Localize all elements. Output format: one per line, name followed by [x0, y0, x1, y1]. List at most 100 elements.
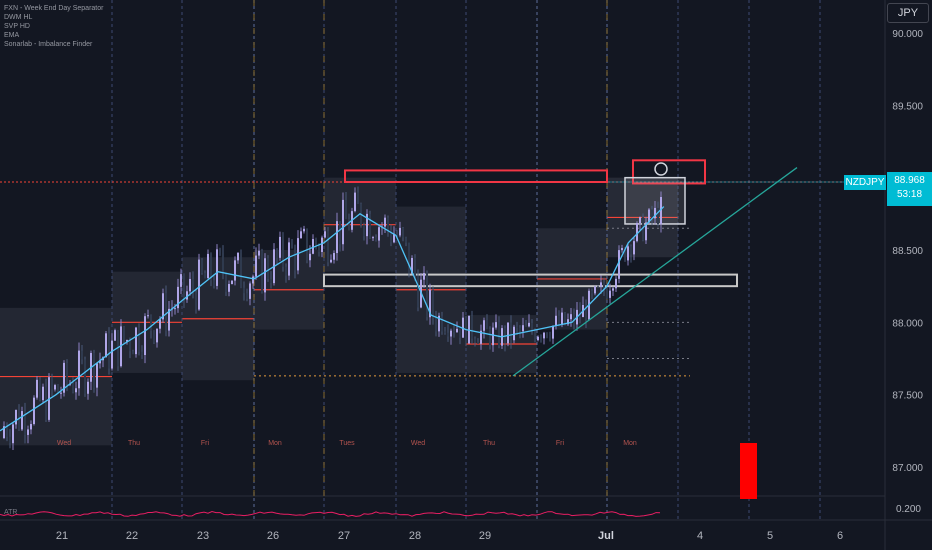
countdown: 53:18 [896, 189, 923, 200]
candle-body [225, 274, 227, 292]
candle-body [42, 386, 44, 401]
candle-body [306, 228, 308, 261]
day-label: Thu [128, 440, 140, 447]
x-tick-label: 28 [409, 530, 421, 542]
candle-body [198, 259, 200, 310]
atr-label: ATR [4, 509, 18, 516]
candle-body [21, 411, 23, 430]
indicator-item[interactable]: SVP HD [4, 23, 30, 30]
candle-body [240, 252, 242, 288]
candle-body [303, 228, 305, 232]
candle-body [531, 322, 533, 332]
candle-body [519, 327, 521, 332]
currency-button[interactable]: JPY [887, 3, 929, 23]
y-tick-label: 88.500 [892, 246, 923, 257]
candle-body [396, 233, 398, 236]
candle-body [156, 328, 158, 343]
candle-body [213, 280, 215, 286]
candle-body [126, 340, 128, 342]
candle-body [33, 397, 35, 425]
candle-body [633, 241, 635, 255]
x-tick-label: 26 [267, 530, 279, 542]
candle-body [189, 278, 191, 292]
trendline [512, 167, 798, 377]
candle-body [426, 273, 428, 318]
candle-body [129, 340, 131, 352]
candle-body [162, 293, 164, 320]
candle-body [168, 308, 170, 331]
candle-body [270, 279, 272, 284]
candle-body [516, 326, 518, 328]
candle-body [441, 315, 443, 332]
candle-body [357, 192, 359, 204]
candle-body [627, 246, 629, 261]
candle-body [408, 242, 410, 274]
candle-body [99, 360, 101, 364]
candle-body [258, 250, 260, 256]
last-price-badge: 88.968 53:18 [887, 172, 932, 206]
red-marker-bar [740, 443, 757, 499]
candle-body [447, 332, 449, 337]
candle-body [453, 330, 455, 333]
candle-body [75, 388, 77, 393]
candle-body [510, 322, 512, 341]
candle-body [204, 273, 206, 279]
candle-body [483, 320, 485, 331]
candle-body [39, 379, 41, 401]
symbol-badge: NZDJPY [844, 175, 886, 190]
indicator-item[interactable]: FXN - Week End Day Separator [4, 5, 104, 12]
day-label: Mon [268, 440, 282, 447]
indicator-item[interactable]: DWM HL [4, 14, 33, 21]
candle-body [318, 245, 320, 252]
candle-body [540, 336, 542, 339]
candle-body [585, 305, 587, 320]
atr-line [0, 510, 661, 517]
candle-body [24, 411, 26, 435]
candle-body [312, 238, 314, 254]
candle-body [132, 351, 134, 355]
candle-body [291, 242, 293, 248]
day-label: Fri [201, 440, 210, 447]
candle-body [138, 327, 140, 352]
candle-body [159, 319, 161, 329]
candle-body [135, 327, 137, 355]
indicator-item[interactable]: Sonarlab - Imbalance Finder [4, 41, 93, 48]
candle-body [384, 217, 386, 227]
candle-body [54, 385, 56, 390]
candle-body [480, 330, 482, 344]
candle-body [297, 238, 299, 271]
candle-body [393, 233, 395, 243]
candle-body [201, 259, 203, 274]
candle-body [174, 308, 176, 310]
candle-body [153, 330, 155, 343]
candle-body [300, 231, 302, 239]
candle-body [549, 336, 551, 339]
candle-body [477, 342, 479, 344]
candle-body [192, 278, 194, 293]
candle-body [591, 290, 593, 294]
candle-body [615, 278, 617, 289]
candle-body [618, 250, 620, 279]
candle-body [294, 247, 296, 271]
candle-body [243, 287, 245, 294]
candle-body [66, 362, 68, 384]
candle-body [63, 362, 65, 393]
candle-body [165, 293, 167, 331]
candle-body [348, 219, 350, 230]
candle-body [444, 331, 446, 333]
x-tick-label: Jul [598, 530, 614, 542]
candle-body [30, 424, 32, 430]
candle-body [150, 315, 152, 331]
candle-body [141, 351, 143, 356]
candle-body [12, 424, 14, 444]
candle-body [105, 333, 107, 358]
candle-body [543, 332, 545, 339]
candle-body [84, 359, 86, 394]
x-tick-label: 27 [338, 530, 350, 542]
candle-body [417, 276, 419, 308]
indicator-item[interactable]: EMA [4, 32, 20, 39]
candle-body [255, 255, 257, 277]
y-tick-label: 87.500 [892, 391, 923, 402]
candle-body [639, 217, 641, 224]
